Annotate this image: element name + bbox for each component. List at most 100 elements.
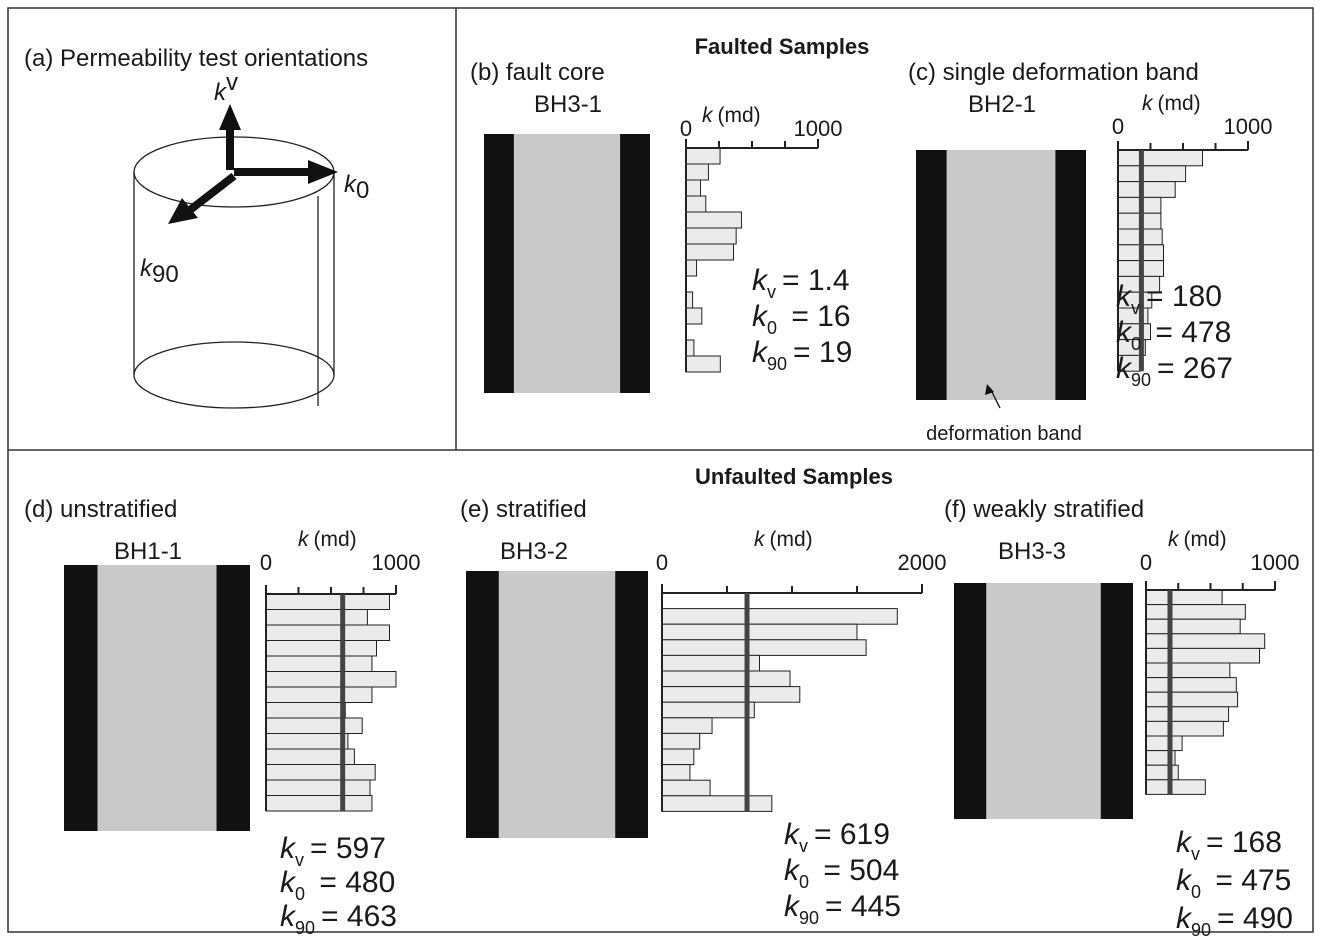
bar (265, 733, 349, 750)
bar (1117, 165, 1187, 183)
symbol: k (280, 832, 297, 865)
bar (1145, 764, 1179, 781)
stat-value: = 445 (825, 890, 901, 923)
bar (265, 717, 363, 734)
x-tick-label: 0 (1140, 550, 1152, 575)
stat-value: = 480 (311, 866, 395, 899)
bar (265, 702, 346, 719)
panel-title: (d) unstratified (24, 496, 177, 523)
bar (1145, 779, 1206, 795)
bar (1117, 149, 1203, 167)
symbol: k (1116, 316, 1133, 349)
bar (1145, 633, 1266, 649)
subscript: v (1131, 298, 1140, 318)
subscript: 90 (295, 918, 315, 937)
frame (7, 7, 1314, 933)
bar (685, 339, 695, 357)
symbol: k (214, 79, 228, 106)
stat-value: = 463 (321, 900, 397, 933)
symbol: k (752, 300, 769, 333)
subscript: v (295, 850, 304, 870)
symbol: k (140, 255, 154, 282)
bar (1145, 720, 1224, 737)
permeability-stat: kv = 597 (280, 832, 386, 870)
bar (1145, 589, 1223, 606)
stat-value: = 478 (1147, 316, 1231, 349)
sample-id: BH3-1 (534, 91, 602, 118)
bar (265, 795, 373, 812)
subscript: 0 (1191, 882, 1201, 902)
panel-title: (b) fault core (470, 59, 605, 86)
bar (661, 608, 898, 625)
bar (1145, 735, 1183, 752)
symbol: k (702, 104, 714, 127)
x-axis-label: k (md) (1142, 92, 1201, 115)
unit: (md) (718, 104, 761, 127)
symbol: k (784, 890, 801, 923)
bar (661, 732, 701, 750)
symbol: k (784, 854, 801, 887)
bar (685, 307, 703, 325)
bar (685, 227, 737, 245)
subscript: 0 (767, 318, 777, 338)
permeability-stat: kv = 168 (1176, 826, 1282, 864)
stat-value: = 180 (1146, 280, 1222, 313)
stat-value: = 1.4 (782, 264, 850, 297)
permeability-stat: k90 = 267 (1116, 352, 1233, 390)
permeability-stat: k0 = 480 (280, 866, 395, 904)
symbol: k (280, 900, 297, 933)
symbol: k (752, 336, 769, 369)
x-tick-label: 0 (1112, 114, 1124, 139)
permeability-stat: k90 = 463 (280, 900, 397, 937)
permeability-stat: k0 = 478 (1116, 316, 1231, 354)
symbol: k (280, 866, 297, 899)
section-title: Unfaulted Samples (695, 464, 893, 489)
stat-value: = 19 (793, 336, 852, 369)
bar (661, 717, 713, 734)
core-sample (986, 583, 1101, 819)
x-tick-label: 1000 (1224, 114, 1273, 139)
symbol: k (1142, 92, 1154, 115)
core-sample (946, 150, 1056, 400)
core-sample (97, 565, 217, 831)
core-sample (498, 571, 616, 838)
symbol: k (1116, 352, 1133, 385)
subscript: 0 (295, 884, 305, 904)
section-title: Faulted Samples (695, 34, 870, 59)
x-tick-label: 2000 (898, 550, 947, 575)
subscript: 90 (152, 261, 179, 288)
permeability-stat: kv = 180 (1116, 280, 1222, 318)
permeability-stat: k90 = 445 (784, 890, 901, 928)
bar (685, 259, 698, 277)
stat-value: = 168 (1206, 826, 1282, 859)
bar (661, 795, 773, 812)
stat-value: = 16 (783, 300, 851, 333)
stat-value: = 619 (814, 818, 890, 851)
bar (685, 243, 735, 261)
stat-value: = 475 (1207, 864, 1291, 897)
sample-id: BH2-1 (968, 91, 1036, 118)
bar (661, 623, 858, 641)
bar (1145, 677, 1237, 693)
bar (1145, 647, 1261, 664)
stat-value: = 490 (1217, 902, 1293, 935)
bar (685, 211, 742, 229)
bar (265, 640, 377, 657)
x-tick-label: 0 (656, 550, 668, 575)
subscript: 0 (356, 177, 369, 204)
bar (661, 639, 867, 656)
bar (1145, 604, 1246, 620)
bar (265, 779, 371, 796)
bar (1145, 691, 1239, 708)
x-tick-label: 1000 (794, 116, 843, 141)
orientation-arrows (168, 104, 338, 224)
orientation-label: kv (214, 69, 238, 106)
permeability-stat: k90 = 490 (1176, 902, 1293, 937)
sample-id: BH3-3 (998, 538, 1066, 565)
bar (661, 779, 711, 797)
x-tick-label: 1000 (372, 550, 421, 575)
symbol: k (752, 264, 769, 297)
bar (265, 624, 390, 641)
x-axis-label: k (md) (702, 104, 761, 127)
